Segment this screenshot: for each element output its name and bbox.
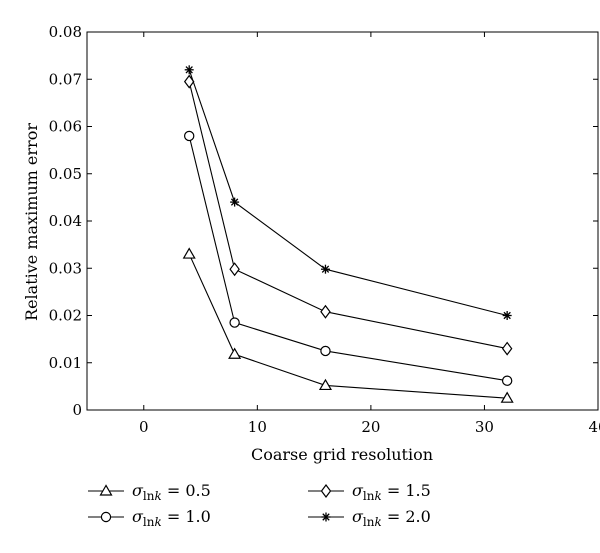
- legend-entry-4: σlnk = 2.0: [308, 507, 431, 529]
- series-1: [182, 247, 514, 403]
- data-point: [183, 130, 195, 142]
- data-point: [229, 262, 240, 277]
- x-axis-label: Coarse grid resolution: [251, 445, 433, 464]
- data-point: [184, 65, 194, 75]
- data-point: [230, 197, 240, 207]
- series-layer: [182, 65, 514, 403]
- legend-entry-3: σlnk = 1.5: [308, 481, 431, 503]
- series-4: [184, 65, 512, 320]
- y-tick-label: 0.07: [49, 70, 82, 88]
- data-point: [228, 347, 242, 359]
- data-point: [501, 341, 513, 356]
- data-point: [318, 378, 333, 391]
- data-point: [182, 247, 196, 259]
- data-point: [501, 375, 513, 386]
- data-point: [320, 264, 330, 274]
- x-axis-ticks: 0 10 20 30 40: [139, 32, 600, 436]
- data-point: [320, 345, 331, 357]
- series-line: [188, 81, 508, 350]
- legend: σlnk = 0.5 σlnk = 1.0 σlnk = 1.5 σlnk = 2.0: [88, 481, 431, 529]
- legend-marker: [320, 484, 332, 498]
- y-tick-label: 0.02: [49, 307, 82, 325]
- series-line: [188, 135, 508, 382]
- series-3: [183, 74, 513, 356]
- legend-marker: [321, 512, 331, 522]
- legend-label: σlnk = 2.0: [352, 507, 431, 529]
- data-point: [502, 311, 512, 320]
- y-tick-label: 0.03: [49, 259, 82, 277]
- y-tick-label: 0.01: [49, 354, 82, 372]
- y-axis-ticks: 0 0.01 0.02 0.03 0.04 0.05 0.06 0.07 0.08: [49, 23, 598, 419]
- y-axis-label: Relative maximum error: [22, 123, 41, 321]
- y-tick-label: 0.06: [49, 118, 82, 136]
- data-point: [320, 304, 331, 319]
- legend-label: σlnk = 1.0: [132, 507, 211, 529]
- y-tick-label: 0.08: [49, 23, 82, 41]
- series-line: [188, 253, 508, 399]
- x-tick-label: 10: [248, 418, 267, 436]
- legend-entry-1: σlnk = 0.5: [88, 481, 211, 503]
- y-tick-label: 0: [72, 401, 82, 419]
- y-tick-label: 0.04: [49, 212, 82, 230]
- series-line: [188, 69, 508, 317]
- series-2: [183, 130, 513, 386]
- legend-label: σlnk = 1.5: [352, 481, 431, 503]
- x-tick-label: 30: [475, 418, 494, 436]
- legend-marker: [100, 511, 112, 523]
- legend-marker: [99, 484, 113, 496]
- legend-label: σlnk = 0.5: [132, 481, 211, 503]
- data-point: [500, 391, 514, 403]
- data-point: [229, 317, 240, 328]
- x-tick-label: 0: [139, 418, 149, 436]
- x-tick-label: 40: [588, 418, 600, 436]
- y-tick-label: 0.05: [49, 165, 82, 183]
- legend-entry-2: σlnk = 1.0: [88, 507, 211, 529]
- x-tick-label: 20: [361, 418, 380, 436]
